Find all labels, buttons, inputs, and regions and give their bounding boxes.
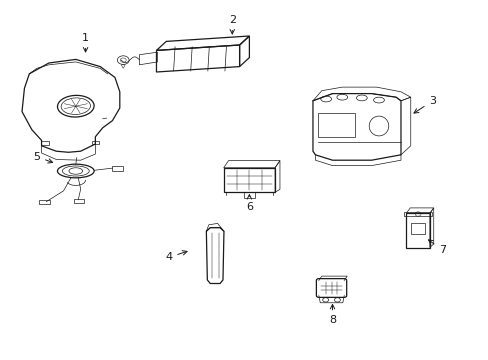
Bar [410, 223, 424, 234]
Bar [317, 113, 354, 137]
Text: 3: 3 [413, 96, 435, 113]
Bar [112, 166, 123, 171]
Bar [243, 192, 255, 198]
Bar [92, 141, 99, 144]
Bar [403, 212, 431, 216]
Text: 6: 6 [245, 195, 252, 212]
Bar [39, 200, 50, 204]
Bar [74, 199, 84, 203]
Text: 2: 2 [228, 15, 235, 34]
Bar [41, 141, 49, 145]
Text: 5: 5 [33, 152, 53, 163]
Text: 8: 8 [328, 305, 335, 325]
Text: 4: 4 [165, 251, 186, 262]
Text: 1: 1 [82, 33, 89, 52]
Text: 7: 7 [427, 240, 445, 255]
